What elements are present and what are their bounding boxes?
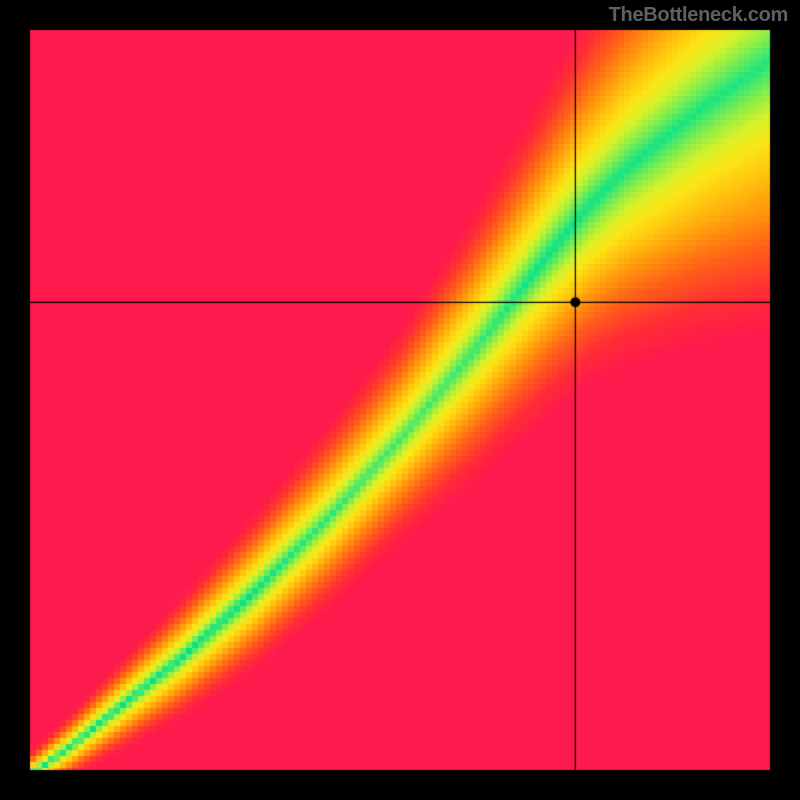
chart-container: TheBottleneck.com: [0, 0, 800, 800]
heatmap-canvas: [0, 0, 800, 800]
watermark-text: TheBottleneck.com: [609, 4, 788, 27]
